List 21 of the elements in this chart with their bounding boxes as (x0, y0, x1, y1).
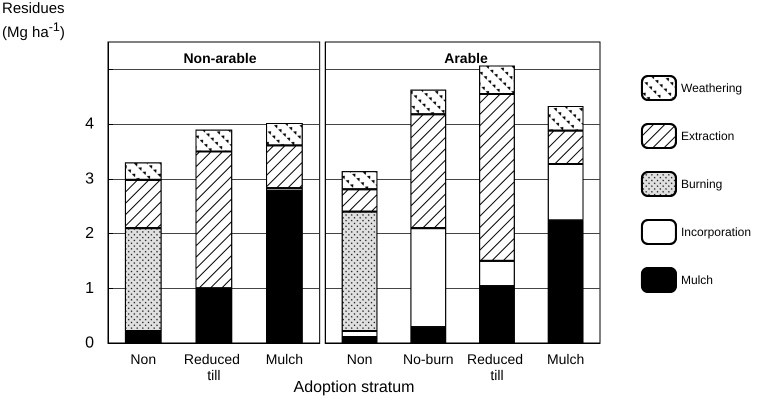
legend-label: Extraction (680, 129, 734, 143)
y-tick-label: 1 (85, 280, 94, 297)
legend-label: Burning (680, 177, 722, 191)
x-tick-label: Reduced till (467, 351, 527, 383)
y-tick-label: 3 (85, 170, 94, 188)
text: Non-arable (183, 50, 257, 66)
x-tick-label: Non (346, 351, 372, 367)
y-tick-label: 0 (85, 334, 94, 352)
legend-label: Mulch (680, 273, 713, 287)
text: Arable (444, 50, 488, 66)
legend-label: Weathering (680, 81, 742, 95)
x-tick-label: Reduced till (184, 351, 244, 383)
legend-label: Incorporation (680, 225, 752, 239)
x-axis-title: Adoption stratum (294, 379, 414, 396)
x-tick-label: No-burn (402, 351, 454, 367)
y-tick-label: 2 (85, 225, 94, 242)
x-tick-label: Mulch (266, 351, 304, 367)
y-tick-label: 4 (85, 116, 94, 133)
y-axis-title: Residues (Mg ha$^{-1}$) (2, 0, 65, 42)
x-tick-label: Mulch (546, 351, 584, 367)
x-tick-label: Non (130, 351, 156, 367)
